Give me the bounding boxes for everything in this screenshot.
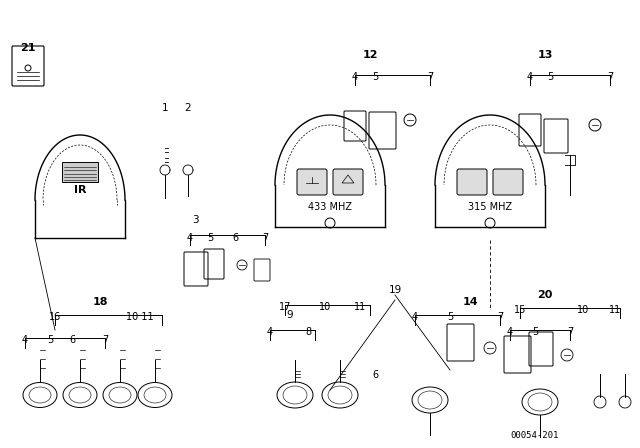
Text: 5: 5 xyxy=(532,327,538,337)
Text: 4: 4 xyxy=(527,72,533,82)
FancyBboxPatch shape xyxy=(493,169,523,195)
Text: 13: 13 xyxy=(538,50,553,60)
Text: 20: 20 xyxy=(538,290,553,300)
FancyBboxPatch shape xyxy=(457,169,487,195)
Text: 7: 7 xyxy=(497,312,503,322)
Text: 00054-201: 00054-201 xyxy=(511,431,559,439)
Text: 17: 17 xyxy=(279,302,291,312)
Text: 8: 8 xyxy=(305,327,311,337)
Text: 10: 10 xyxy=(319,302,331,312)
Text: IR: IR xyxy=(74,185,86,195)
Text: 4: 4 xyxy=(507,327,513,337)
Text: 15: 15 xyxy=(514,305,526,315)
Text: 9: 9 xyxy=(287,310,293,320)
Text: 6: 6 xyxy=(69,335,75,345)
Bar xyxy=(62,162,98,182)
Text: 1: 1 xyxy=(162,103,168,113)
FancyBboxPatch shape xyxy=(297,169,327,195)
Text: 3: 3 xyxy=(192,215,198,225)
Text: 5: 5 xyxy=(47,335,53,345)
Text: 11: 11 xyxy=(354,302,366,312)
Text: 7: 7 xyxy=(567,327,573,337)
Text: 19: 19 xyxy=(388,285,402,295)
Text: 5: 5 xyxy=(207,233,213,243)
Text: 7: 7 xyxy=(262,233,268,243)
Text: 12: 12 xyxy=(362,50,378,60)
Text: 10 11: 10 11 xyxy=(126,312,154,322)
Text: 10: 10 xyxy=(577,305,589,315)
Text: 4: 4 xyxy=(412,312,418,322)
Text: 433 MHZ: 433 MHZ xyxy=(308,202,352,212)
Text: 7: 7 xyxy=(102,335,108,345)
Text: 16: 16 xyxy=(49,312,61,322)
FancyBboxPatch shape xyxy=(333,169,363,195)
Text: 7: 7 xyxy=(427,72,433,82)
Text: 2: 2 xyxy=(185,103,191,113)
Text: 5: 5 xyxy=(372,72,378,82)
Text: 21: 21 xyxy=(20,43,36,53)
Text: 7: 7 xyxy=(607,72,613,82)
Text: 5: 5 xyxy=(447,312,453,322)
Text: 6: 6 xyxy=(372,370,378,380)
Text: 315 MHZ: 315 MHZ xyxy=(468,202,512,212)
Text: 18: 18 xyxy=(92,297,108,307)
Text: 4: 4 xyxy=(22,335,28,345)
Text: 11: 11 xyxy=(609,305,621,315)
Text: 6: 6 xyxy=(232,233,238,243)
Text: 4: 4 xyxy=(267,327,273,337)
Text: 14: 14 xyxy=(462,297,478,307)
Text: 5: 5 xyxy=(547,72,553,82)
Text: 4: 4 xyxy=(187,233,193,243)
Text: 4: 4 xyxy=(352,72,358,82)
